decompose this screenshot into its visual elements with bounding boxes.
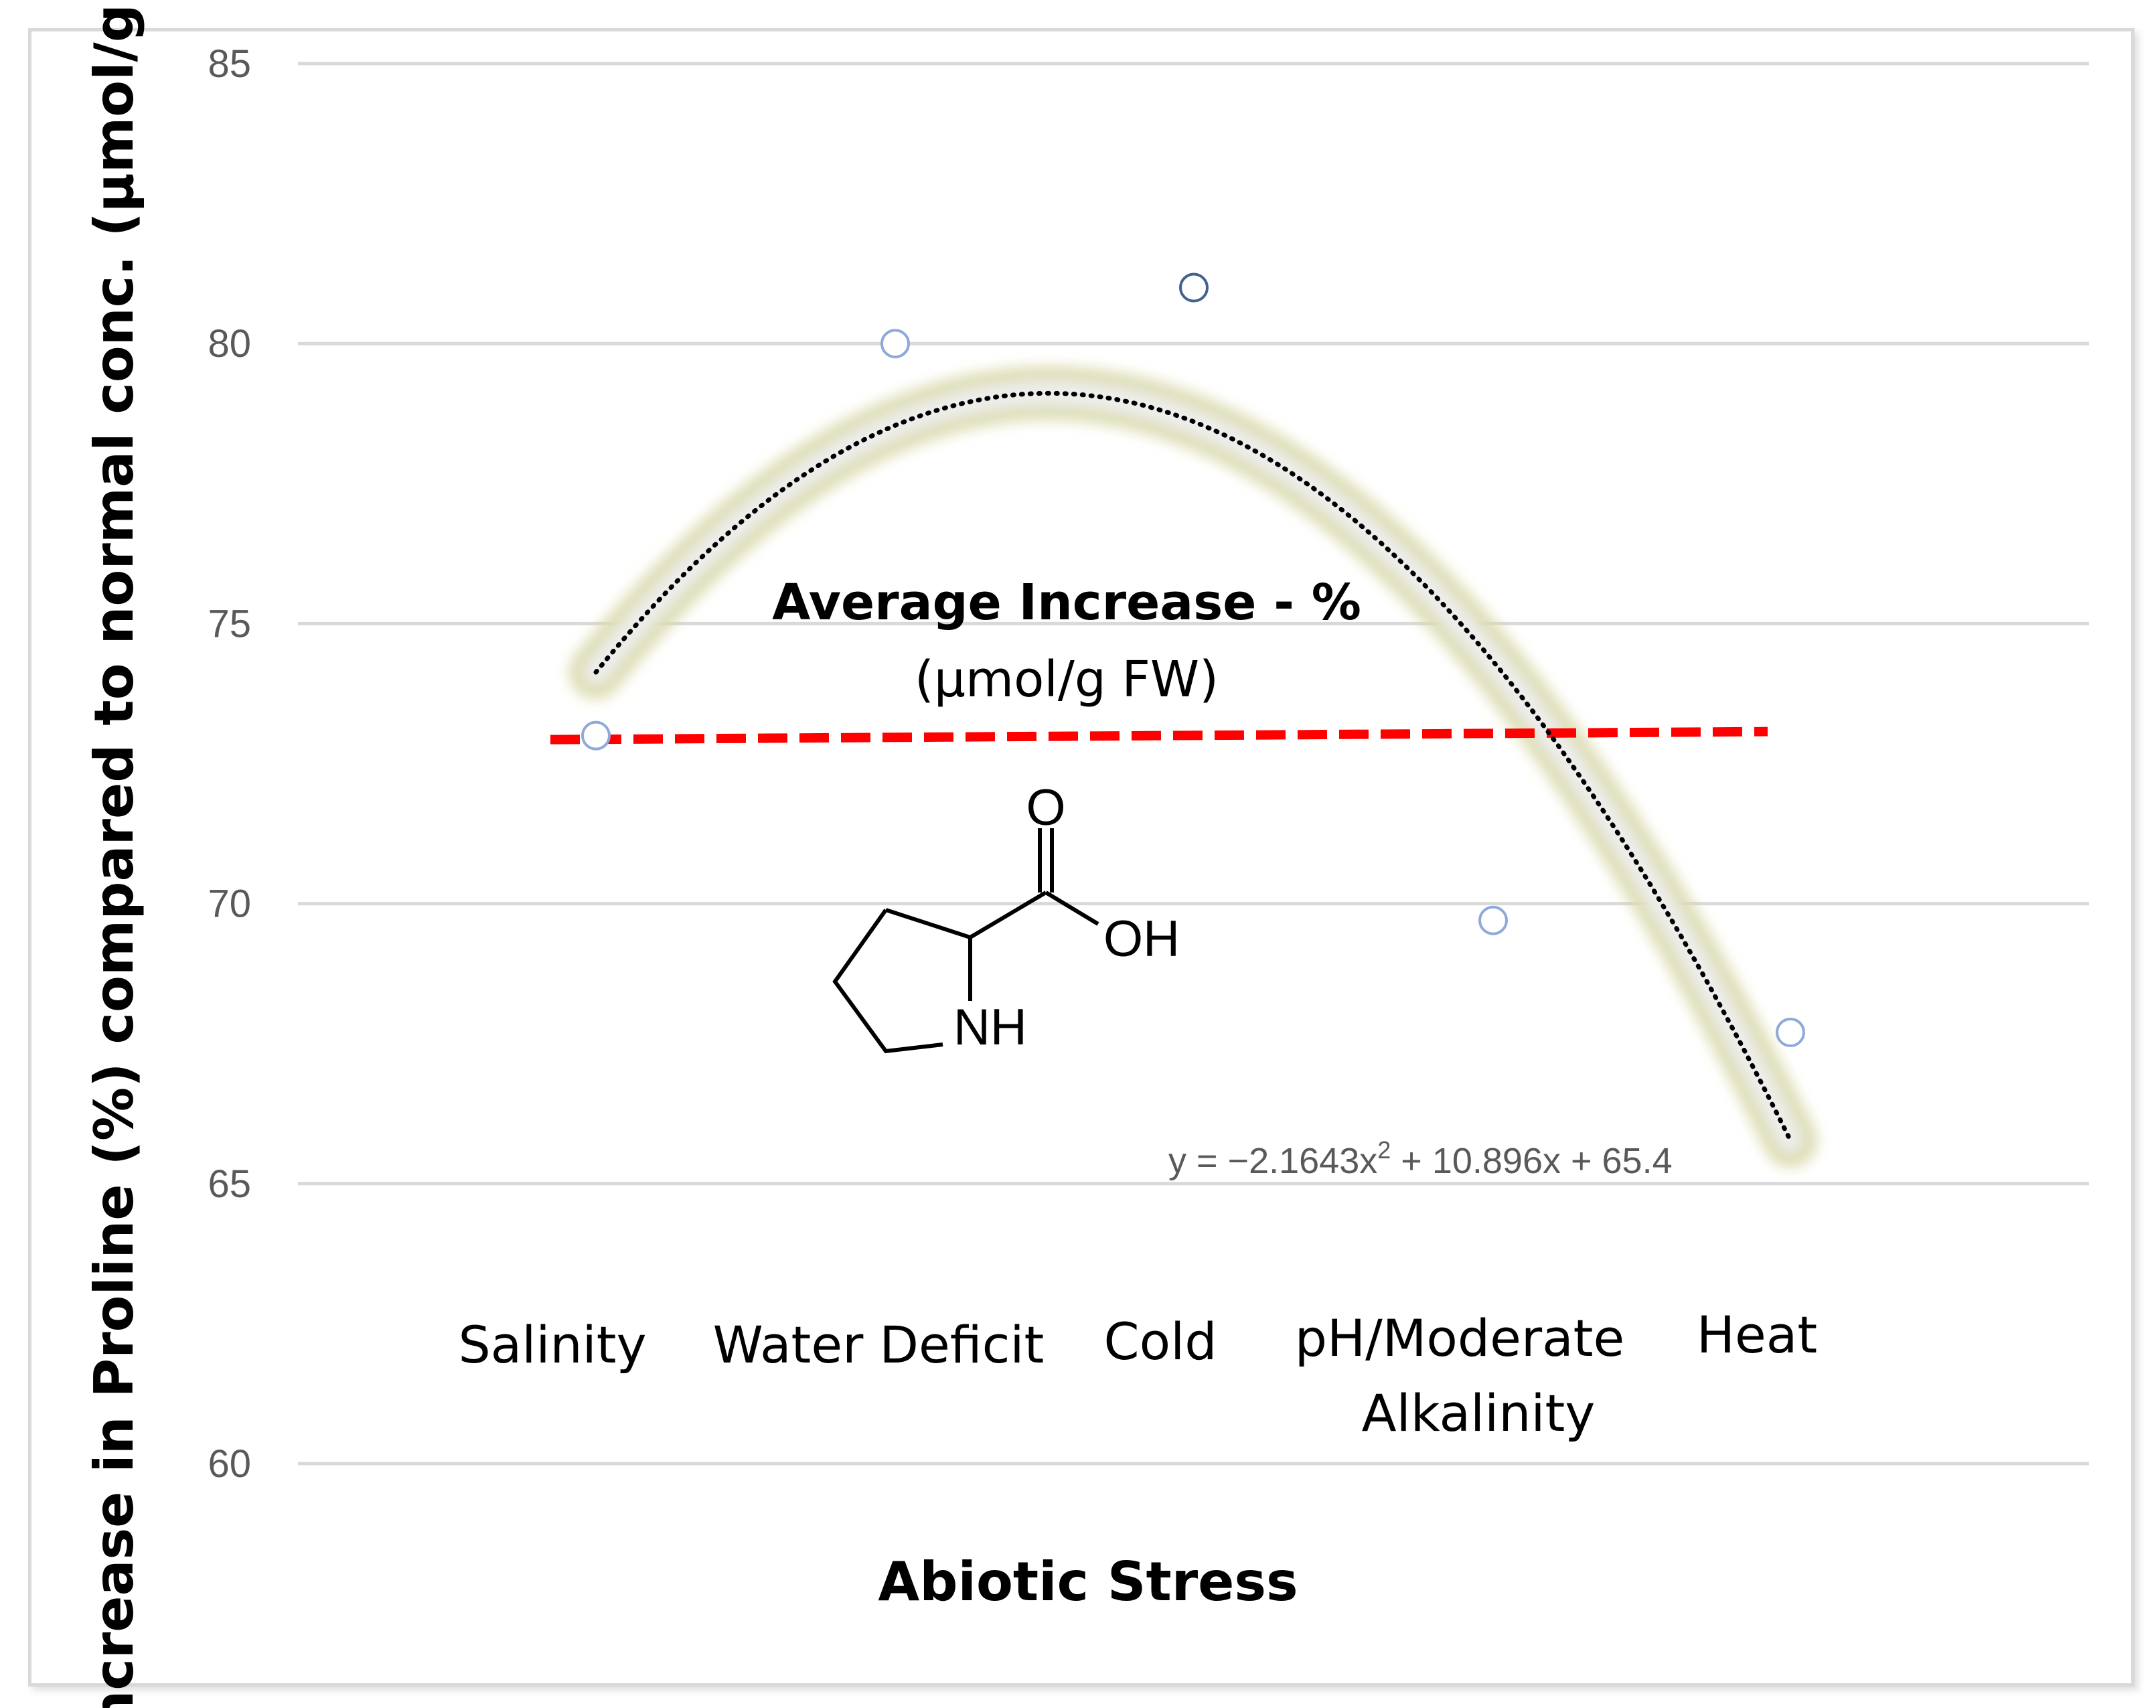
x-category-label: pH/Moderate Alkalinity (1295, 1308, 1624, 1443)
proline-molecule (832, 828, 1099, 1054)
y-tick-label: 80 (208, 322, 251, 366)
x-category-label: Cold (1104, 1312, 1217, 1371)
x-axis-title: Abiotic Stress (878, 1551, 1298, 1613)
average-label-line1: Average Increase - % (772, 574, 1361, 631)
y-axis-title: Increase in Proline (%) compared to norm… (83, 0, 145, 1708)
y-tick-label: 70 (208, 882, 251, 926)
data-point (1179, 273, 1209, 303)
trendline (593, 390, 1793, 1143)
molecule-hydroxyl-label: OH (1103, 911, 1180, 967)
average-line (550, 726, 1768, 745)
molecule-amine-label: NH (953, 999, 1027, 1056)
data-point (880, 329, 910, 359)
y-tick-label: 75 (208, 602, 251, 645)
data-point (581, 720, 611, 751)
data-point (1776, 1017, 1805, 1047)
trendline-glow-core (583, 380, 1804, 1154)
x-category-label: Water Deficit (713, 1315, 1045, 1375)
y-tick-label: 65 (208, 1162, 251, 1206)
y-tick-label: 85 (208, 42, 251, 86)
x-category-label: Salinity (458, 1315, 646, 1375)
x-category-label: Heat (1697, 1305, 1817, 1365)
average-label-line2: (µmol/g FW) (915, 651, 1219, 708)
y-tick-label: 60 (208, 1442, 251, 1486)
chart-frame (28, 28, 2135, 1687)
molecule-carbonyl-label: O (1026, 779, 1065, 836)
data-point (1478, 905, 1508, 935)
trendline-equation: y = −2.1643x2 + 10.896x + 65.4 (1168, 1136, 1673, 1181)
